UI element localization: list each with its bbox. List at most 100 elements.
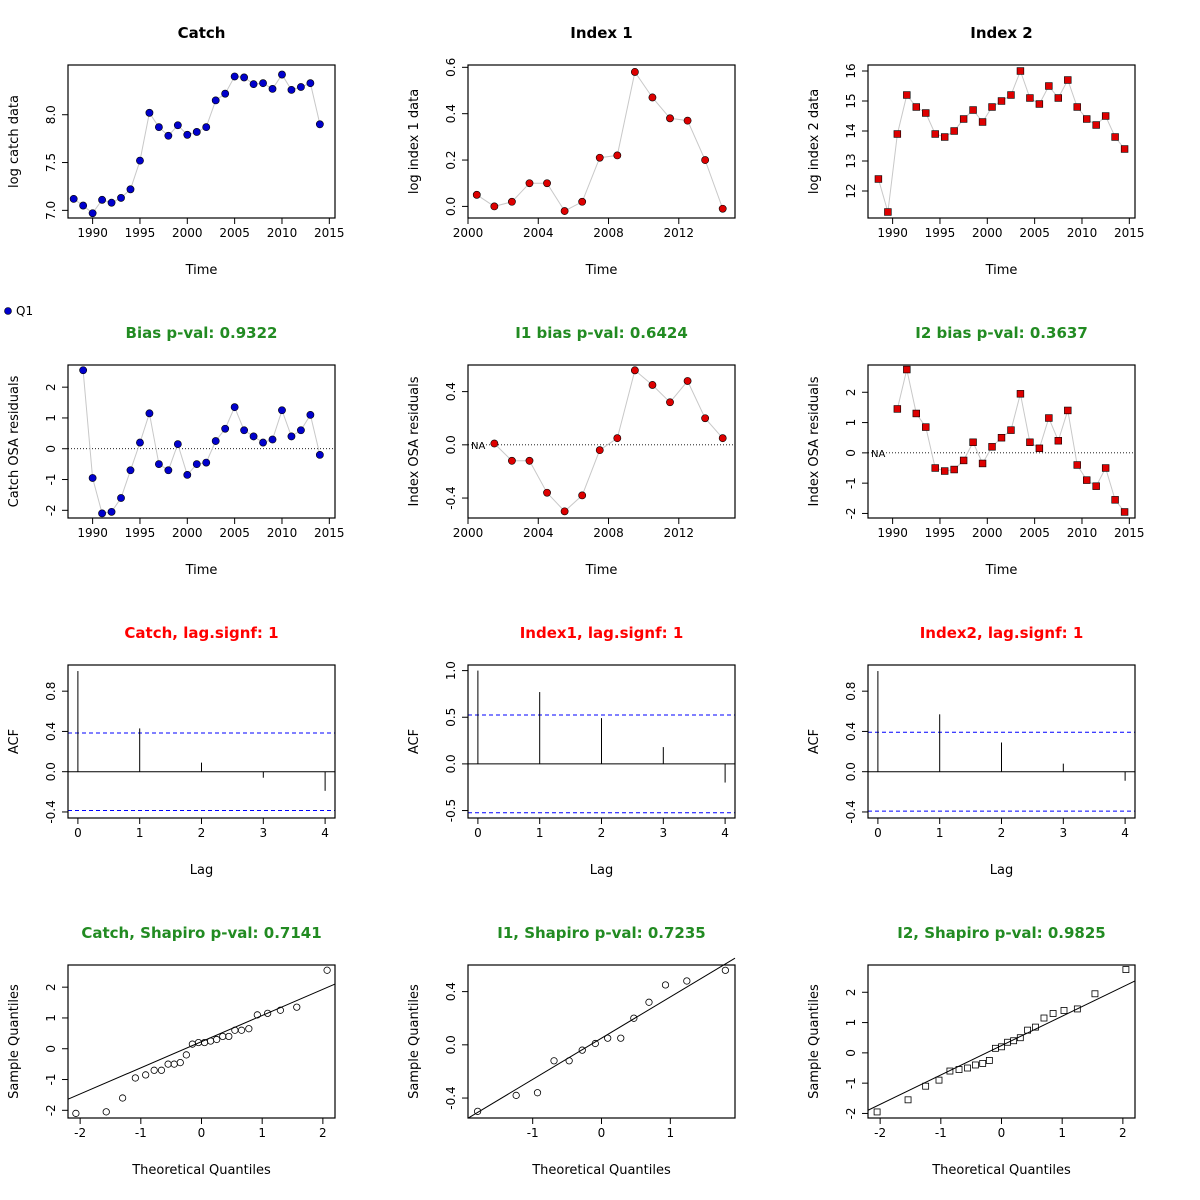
- y-tick-label: 0.2: [444, 150, 458, 169]
- data-point: [268, 435, 277, 444]
- data-point: [613, 151, 622, 160]
- x-tick-label: 2005: [1019, 526, 1050, 540]
- data-point: [959, 115, 968, 123]
- y-axis-label: Index OSA residuals: [807, 376, 822, 506]
- series-connector-line: [82, 370, 321, 514]
- data-point: [591, 1039, 599, 1048]
- data-point: [131, 1074, 139, 1082]
- data-point: [164, 466, 173, 475]
- data-point: [922, 423, 930, 431]
- data-point: [1007, 91, 1015, 99]
- data-point: [922, 1082, 930, 1090]
- x-axis-label: Lag: [590, 863, 613, 878]
- x-tick-label: 1995: [925, 226, 956, 240]
- y-tick-label: 2: [44, 983, 58, 991]
- x-tick-label: 4: [321, 826, 329, 840]
- data-point: [278, 406, 286, 415]
- x-tick-label: 1995: [125, 526, 156, 540]
- x-tick-label: 2012: [664, 526, 695, 540]
- x-tick-label: 1: [1058, 1126, 1066, 1140]
- chart-panel-3: Index 2 1990 1995 2000 2005 2010 2015 Time 12 13 1…: [807, 24, 1145, 278]
- x-tick-label: 2: [1119, 1126, 1127, 1140]
- chart-title: Bias p-val: 0.9322: [126, 324, 278, 342]
- x-tick-label: 0: [74, 826, 82, 840]
- y-tick-label: 7.0: [44, 201, 58, 220]
- data-point: [931, 464, 939, 472]
- data-point: [922, 109, 930, 117]
- data-point: [578, 491, 587, 500]
- x-tick-label: 1: [666, 1126, 674, 1140]
- x-tick-label: 4: [721, 826, 729, 840]
- data-point: [88, 209, 97, 218]
- data-point: [182, 1051, 190, 1059]
- y-tick-label: 0.4: [444, 982, 458, 1001]
- plot-frame: [467, 964, 736, 1119]
- data-point: [1073, 103, 1081, 111]
- data-point: [893, 130, 902, 138]
- data-point: [1111, 496, 1119, 504]
- data-point: [297, 426, 305, 435]
- data-point: [701, 156, 710, 164]
- data-point: [136, 156, 144, 165]
- qq-reference-line: [867, 980, 1136, 1111]
- data-point: [964, 1064, 971, 1072]
- chart-title: Index1, lag.signf: 1: [520, 624, 684, 642]
- chart-panel-1: Catch 1990 1995 2000 2005 2010 2015 Time 7.0 7.5 8…: [7, 24, 345, 278]
- y-tick-label: 2: [44, 383, 58, 391]
- y-tick-label: 0.0: [444, 435, 458, 454]
- data-point: [221, 89, 230, 98]
- data-point: [508, 456, 516, 465]
- y-axis-label: log index 2 data: [807, 89, 822, 194]
- y-tick-label: 0.4: [44, 722, 58, 741]
- data-point: [183, 130, 192, 139]
- chart-panel-10: Catch, Shapiro p-val: 0.7141 -2 -1 0 1 2 Theor…: [7, 924, 336, 1178]
- y-tick-label: 7.5: [44, 153, 58, 172]
- data-point: [98, 509, 106, 518]
- data-point: [150, 1066, 158, 1074]
- data-point: [1007, 426, 1015, 434]
- figure-legend: Q1: [4, 304, 33, 318]
- y-tick-label: 0.8: [844, 682, 858, 701]
- x-axis-label: Lag: [190, 863, 213, 878]
- y-axis-label: log index 1 data: [407, 89, 422, 194]
- data-point: [1026, 94, 1034, 102]
- x-tick-label: 3: [1059, 826, 1067, 840]
- data-point: [595, 446, 604, 455]
- x-tick-label: 2005: [1019, 226, 1050, 240]
- y-axis-label: Sample Quantiles: [407, 984, 422, 1099]
- legend-label-q1: Q1: [16, 304, 33, 318]
- plot-frame: [867, 364, 1136, 519]
- data-point: [1122, 966, 1130, 973]
- data-point: [102, 1108, 110, 1116]
- y-tick-label: 0: [44, 1045, 58, 1053]
- y-tick-label: -1: [844, 477, 858, 489]
- series-connector-line: [493, 369, 724, 512]
- data-point: [306, 79, 315, 88]
- y-tick-label: -0.5: [444, 799, 458, 822]
- data-point: [88, 474, 97, 482]
- x-tick-label: 2000: [453, 526, 484, 540]
- x-tick-label: -2: [74, 1126, 86, 1140]
- data-point: [604, 1034, 612, 1042]
- data-point: [560, 507, 569, 516]
- data-point: [525, 456, 534, 465]
- x-tick-label: 2: [998, 826, 1006, 840]
- y-axis-label: Catch OSA residuals: [7, 375, 22, 507]
- chart-panel-8: Index1, lag.signf: 1 0 1 2 3 4 Lag -0.5 0.0 0.5 1.…: [407, 624, 736, 878]
- y-tick-label: 1.0: [444, 661, 458, 680]
- data-point: [253, 1011, 261, 1019]
- x-tick-label: 2015: [314, 226, 345, 240]
- x-axis-label: Theoretical Quantiles: [931, 1163, 1071, 1178]
- data-point: [183, 471, 192, 479]
- x-axis-label: Time: [585, 563, 618, 578]
- plot-area: [68, 366, 335, 518]
- data-point: [683, 116, 692, 125]
- data-point: [107, 198, 116, 207]
- data-point: [221, 424, 230, 433]
- y-tick-label: 0.0: [44, 762, 58, 781]
- data-point: [550, 1057, 558, 1065]
- data-point: [666, 398, 674, 407]
- data-point: [249, 432, 258, 441]
- y-axis-label: log catch data: [7, 95, 22, 188]
